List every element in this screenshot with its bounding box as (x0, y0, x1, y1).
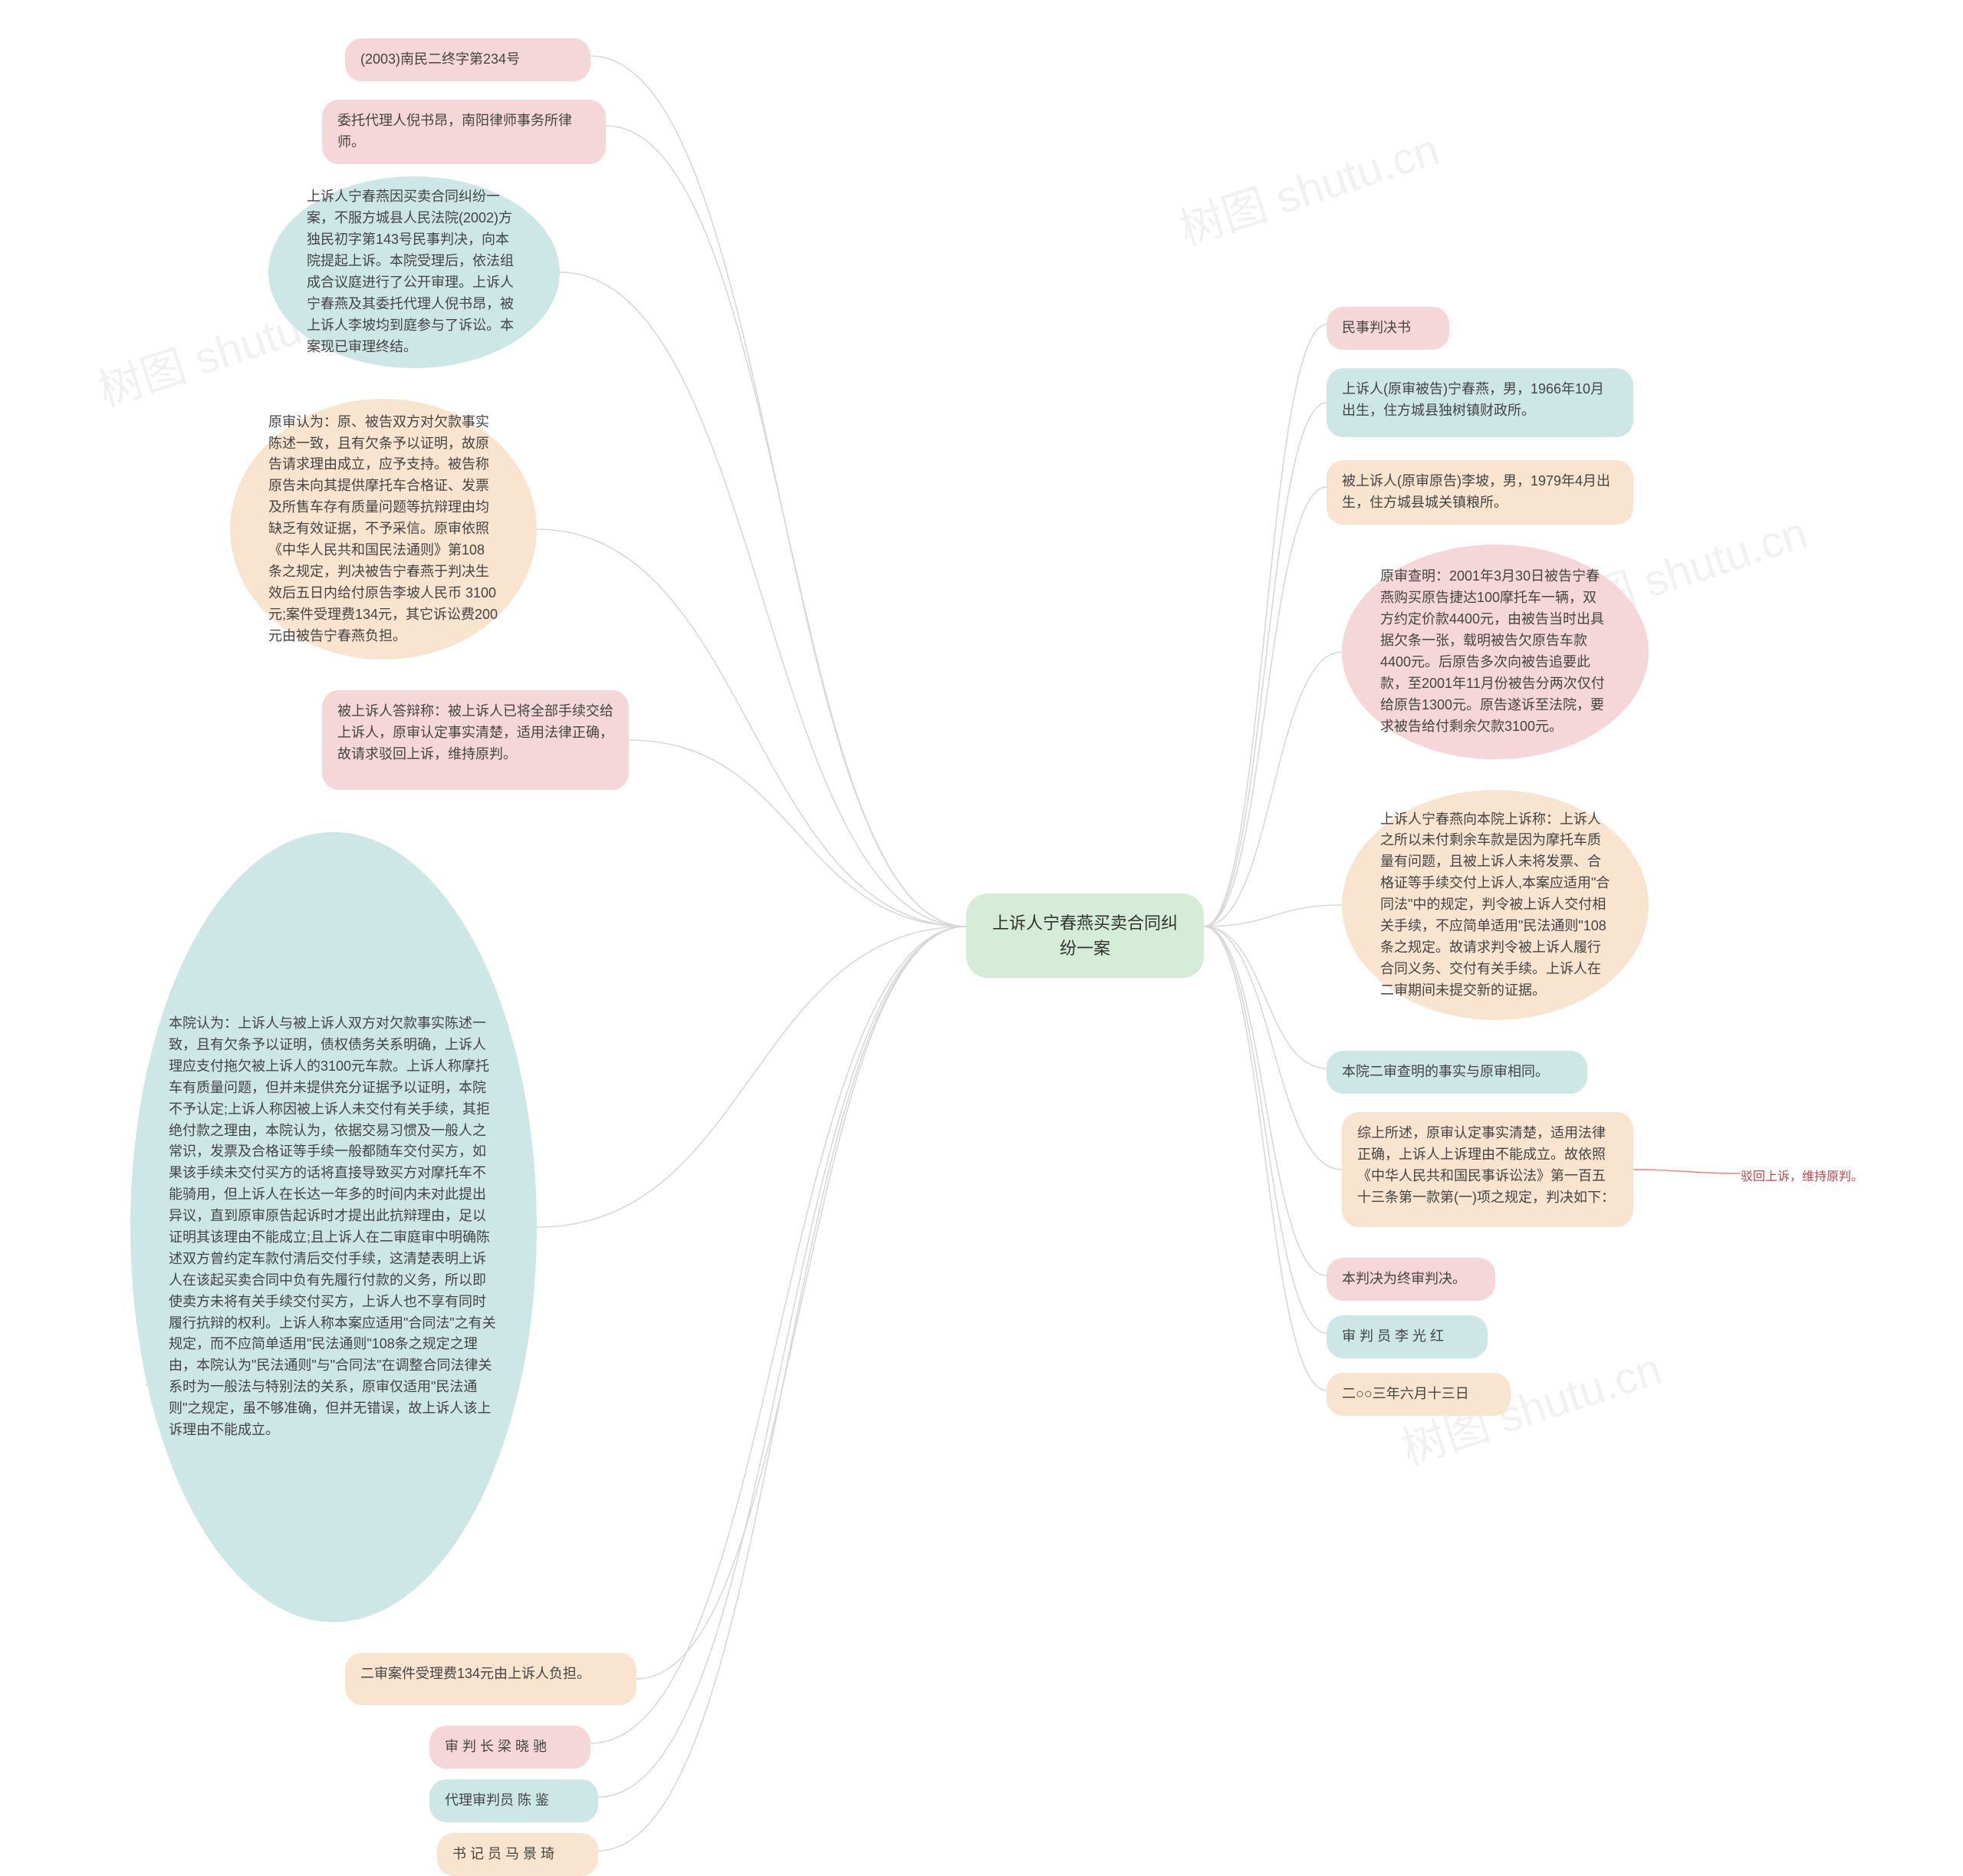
mind-node: 上诉人(原审被告)宁春燕，男，1966年10月出生，住方城县独树镇财政所。 (1327, 368, 1633, 437)
mind-node: 本院认为：上诉人与被上诉人双方对欠款事实陈述一致，且有欠条予以证明，债权债务关系… (130, 832, 537, 1622)
mind-node: 综上所述，原审认定事实清楚，适用法律正确，上诉人上诉理由不能成立。故依照《中华人… (1342, 1112, 1633, 1227)
sub-node: 驳回上诉，维持原判。 (1741, 1166, 1863, 1184)
mind-node: 原审认为：原、被告双方对欠款事实陈述一致，且有欠条予以证明，故原告请求理由成立，… (230, 399, 537, 660)
mind-node: 本判决为终审判决。 (1327, 1258, 1495, 1301)
mind-node: 上诉人宁春燕向本院上诉称：上诉人之所以未付剩余车款是因为摩托车质量有问题，且被上… (1342, 790, 1649, 1020)
center-node: 上诉人宁春燕买卖合同纠 纷一案 (966, 894, 1204, 978)
mind-node: 被上诉人(原审原告)李坡，男，1979年4月出生，住方城县城关镇粮所。 (1327, 460, 1633, 525)
mind-node: 本院二审查明的事实与原审相同。 (1327, 1051, 1587, 1094)
mind-node: 代理审判员 陈 鉴 (429, 1779, 598, 1822)
watermark: 树图 shutu.cn (1170, 114, 1446, 258)
mind-node: 民事判决书 (1327, 307, 1449, 350)
mind-node: 书 记 员 马 景 琦 (437, 1833, 598, 1876)
mind-node: 二○○三年六月十三日 (1327, 1373, 1511, 1416)
mind-node: (2003)南民二终字第234号 (345, 38, 590, 81)
mind-node: 二审案件受理费134元由上诉人负担。 (345, 1653, 636, 1705)
mind-node: 上诉人宁春燕因买卖合同纠纷一案，不服方城县人民法院(2002)方独民初字第143… (268, 176, 560, 368)
mind-node: 被上诉人答辩称：被上诉人已将全部手续交给上诉人，原审认定事实清楚，适用法律正确，… (322, 690, 629, 790)
mind-node: 委托代理人倪书昂，南阳律师事务所律师。 (322, 100, 606, 164)
mind-node: 原审查明：2001年3月30日被告宁春燕购买原告捷达100摩托车一辆，双方约定价… (1342, 545, 1649, 759)
mind-node: 审 判 员 李 光 红 (1327, 1315, 1488, 1358)
mind-node: 审 判 长 梁 晓 驰 (429, 1726, 590, 1769)
